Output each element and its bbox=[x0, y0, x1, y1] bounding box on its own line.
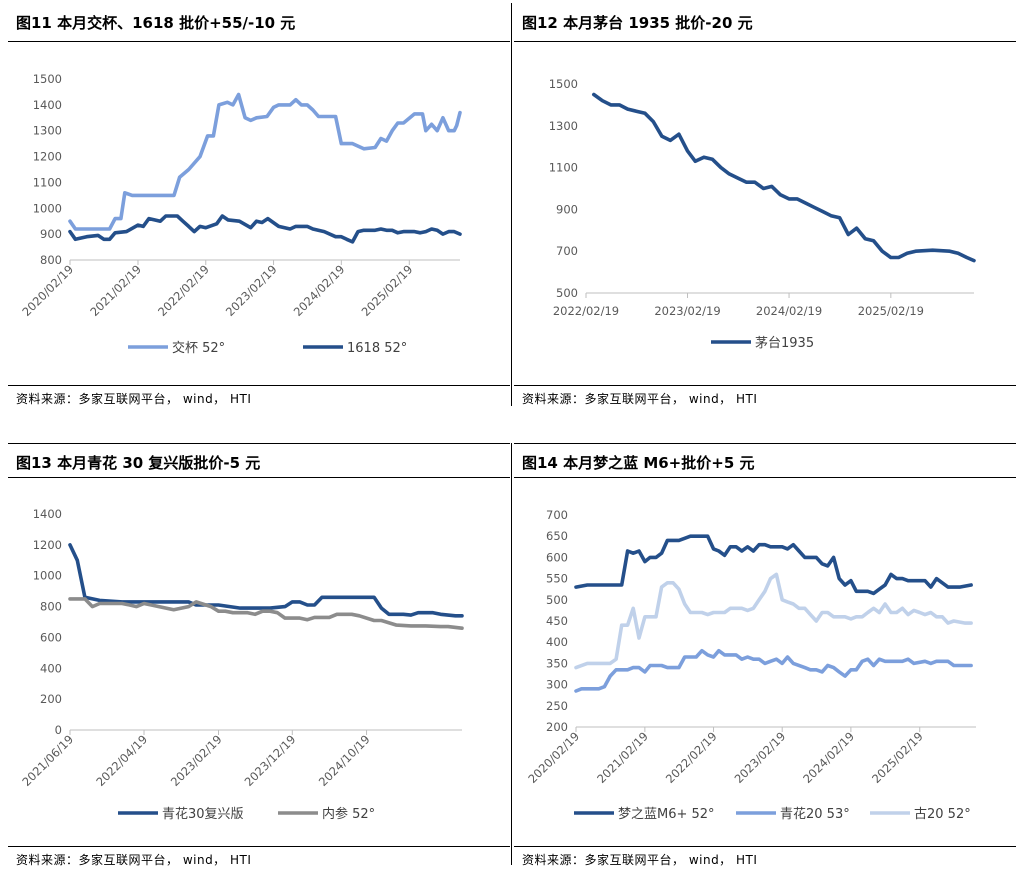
top-rule-left bbox=[8, 41, 510, 42]
source-rule-top-right bbox=[514, 385, 1016, 386]
chart-12-ytick-label: 700 bbox=[556, 244, 578, 258]
chart-13-title: 图13 本月青花 30 复兴版批价-5 元 bbox=[16, 454, 261, 472]
chart-13-ytick-label: 600 bbox=[40, 630, 62, 644]
chart-11-title: 图11 本月交杯、1618 批价+55/-10 元 bbox=[16, 14, 296, 32]
chart-11-legend-label-1: 交杯 52° bbox=[172, 340, 225, 356]
chart-11-xtick-label: 2022/02/19 bbox=[155, 262, 212, 319]
source-rule-top-left bbox=[8, 385, 510, 386]
chart-11-ytick-label: 1500 bbox=[33, 72, 62, 86]
chart-13-xtick-label: 2021/06/19 bbox=[19, 732, 76, 789]
chart-14-title: 图14 本月梦之蓝 M6+批价+5 元 bbox=[522, 454, 755, 472]
chart-13-source: 资料来源：多家互联网平台， wind， HTI bbox=[16, 853, 252, 867]
chart-12-legend-label-1: 茅台1935 bbox=[755, 336, 814, 351]
chart-14-series-line-3 bbox=[574, 572, 973, 670]
chart-12-xtick-label: 2024/02/19 bbox=[756, 304, 822, 318]
chart-12-source: 资料来源：多家互联网平台， wind， HTI bbox=[522, 392, 758, 406]
chart-11-xtick-label: 2021/02/19 bbox=[87, 262, 144, 319]
chart-14-series-line-2 bbox=[574, 648, 973, 693]
chart-14-xtick-label: 2021/02/19 bbox=[594, 729, 651, 786]
chart-14-ytick-label: 600 bbox=[546, 550, 568, 564]
section-rule-right bbox=[514, 443, 1016, 444]
chart-11-ytick-label: 900 bbox=[40, 227, 62, 241]
chart-11-ytick-label: 1100 bbox=[33, 175, 62, 189]
chart-14-xtick-label: 2022/02/19 bbox=[663, 729, 720, 786]
chart-12-ytick-label: 1500 bbox=[549, 77, 578, 91]
chart-14-ytick-label: 350 bbox=[546, 656, 568, 670]
chart-13-xtick-label: 2023/12/19 bbox=[242, 732, 299, 789]
chart-13-xtick-label: 2024/10/19 bbox=[316, 732, 373, 789]
chart-12-xtick-label: 2022/02/19 bbox=[553, 304, 619, 318]
chart-11-ytick-label: 1000 bbox=[33, 201, 62, 215]
chart-11-ytick-label: 1300 bbox=[33, 124, 62, 138]
chart-11-xtick-label: 2025/02/19 bbox=[359, 262, 416, 319]
chart-12-series-line-1 bbox=[592, 92, 976, 263]
chart-14-ytick-label: 450 bbox=[546, 614, 568, 628]
chart-12-ytick-label: 900 bbox=[556, 202, 578, 216]
chart-14-series-line-1 bbox=[574, 534, 973, 596]
section-rule-left bbox=[8, 443, 510, 444]
chart-11-legend-label-2: 1618 52° bbox=[347, 341, 407, 356]
chart-14-ytick-label: 250 bbox=[546, 699, 568, 713]
chart-11-ytick-label: 1200 bbox=[33, 150, 62, 164]
chart-14-xtick-label: 2020/02/19 bbox=[525, 729, 582, 786]
bottom-title-rule-right bbox=[514, 477, 1016, 478]
chart-12-ytick-label: 1300 bbox=[549, 119, 578, 133]
chart-14-ytick-label: 550 bbox=[546, 572, 568, 586]
source-rule-bottom-left bbox=[8, 846, 510, 847]
chart-14-ytick-label: 700 bbox=[546, 508, 568, 522]
chart-14-xtick-label: 2025/02/19 bbox=[869, 729, 926, 786]
chart-14-plot: 200 250 300 350 400 450 500 550 600 650 700 2020/02… bbox=[525, 508, 976, 822]
chart-14-legend-label-1: 梦之蓝M6+ 52° bbox=[618, 807, 715, 822]
chart-13-ytick-label: 1000 bbox=[33, 569, 62, 583]
chart-13-xtick-label: 2022/04/19 bbox=[93, 732, 150, 789]
chart-12-ytick-label: 1100 bbox=[549, 161, 578, 175]
chart-14-source: 资料来源：多家互联网平台， wind， HTI bbox=[522, 853, 758, 867]
chart-12-title: 图12 本月茅台 1935 批价-20 元 bbox=[522, 14, 753, 32]
chart-12-xtick-label: 2023/02/19 bbox=[654, 304, 720, 318]
chart-11-series-line-1 bbox=[68, 92, 462, 231]
chart-14-ytick-label: 400 bbox=[546, 635, 568, 649]
center-divider-bottom bbox=[511, 443, 512, 865]
chart-11-xtick-label: 2020/02/19 bbox=[19, 262, 76, 319]
bottom-title-rule-left bbox=[8, 477, 510, 478]
top-rule-right bbox=[514, 41, 1016, 42]
source-rule-bottom-right bbox=[514, 846, 1016, 847]
chart-14-ytick-label: 650 bbox=[546, 529, 568, 543]
chart-12-ytick-label: 500 bbox=[556, 286, 578, 300]
chart-14-ytick-label: 300 bbox=[546, 678, 568, 692]
chart-11-ytick-label: 1400 bbox=[33, 98, 62, 112]
chart-13-ytick-label: 1200 bbox=[33, 538, 62, 552]
chart-13-series-line-1 bbox=[68, 543, 464, 618]
chart-11-source: 资料来源：多家互联网平台， wind， HTI bbox=[16, 392, 252, 406]
chart-11-ytick-label: 800 bbox=[40, 253, 62, 267]
chart-14-legend-label-2: 青花20 53° bbox=[780, 806, 850, 822]
chart-14-xtick-label: 2023/02/19 bbox=[732, 729, 789, 786]
chart-14-ytick-label: 200 bbox=[546, 720, 568, 734]
chart-13-series-line-2 bbox=[68, 597, 464, 630]
chart-13-ytick-label: 200 bbox=[40, 692, 62, 706]
chart-13-legend-label-2: 内参 52° bbox=[322, 806, 375, 822]
chart-11-series-line-2 bbox=[68, 214, 462, 244]
chart-11-plot: 800 900 1000 1100 1200 1300 1400 1500 2020/02/19… bbox=[19, 72, 462, 356]
chart-12-xtick-label: 2025/02/19 bbox=[858, 304, 924, 318]
chart-14-xtick-label: 2024/02/19 bbox=[800, 729, 857, 786]
center-divider-top bbox=[511, 3, 512, 406]
chart-13-legend-label-1: 青花30复兴版 bbox=[162, 806, 244, 822]
chart-12-plot: 500 700 900 1100 1300 1500 2022/02/19 2023/02/1… bbox=[549, 77, 976, 351]
chart-14-legend-label-3: 古20 52° bbox=[914, 807, 971, 822]
chart-11-xtick-label: 2023/02/19 bbox=[223, 262, 280, 319]
chart-11-xtick-label: 2024/02/19 bbox=[291, 262, 348, 319]
chart-13-ytick-label: 400 bbox=[40, 661, 62, 675]
chart-13-ytick-label: 0 bbox=[55, 723, 62, 737]
chart-13-ytick-label: 1400 bbox=[33, 507, 62, 521]
chart-13-xtick-label: 2023/02/19 bbox=[168, 732, 225, 789]
chart-13-plot: 0 200 400 600 800 1000 1200 1400 2021/06/19 2022/… bbox=[19, 507, 464, 822]
chart-14-ytick-label: 500 bbox=[546, 593, 568, 607]
chart-13-ytick-label: 800 bbox=[40, 600, 62, 614]
